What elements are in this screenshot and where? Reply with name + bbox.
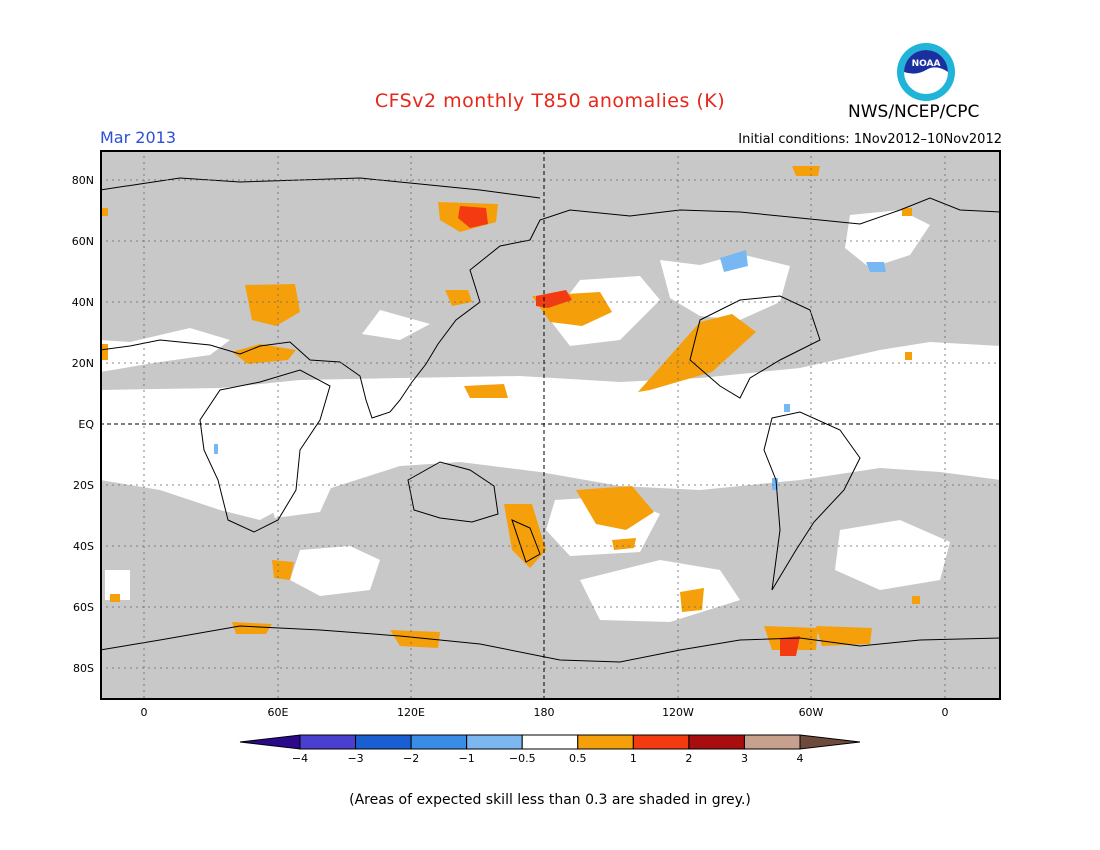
lon-label: 120E (397, 706, 425, 719)
skill-footnote: (Areas of expected skill less than 0.3 a… (349, 792, 751, 808)
lon-label: 60W (798, 706, 824, 719)
colorbar-cell (632, 734, 690, 750)
colorbar (239, 734, 861, 750)
colorbar-tick-label: 4 (796, 752, 804, 765)
forecast-month: Mar 2013 (100, 128, 176, 147)
colorbar-tick-label: −3 (347, 752, 364, 765)
initial-conditions: Initial conditions: 1Nov2012–10Nov2012 (738, 132, 1002, 147)
map-frame (100, 150, 1001, 700)
lat-label: 20S (73, 479, 94, 492)
colorbar-cell (688, 734, 745, 750)
logo-text: NOAA (912, 59, 941, 69)
colorbar-low-cap (239, 734, 301, 750)
colorbar-cell (577, 734, 634, 750)
colorbar-cell (743, 734, 801, 750)
anomaly-map (100, 150, 1001, 700)
colorbar-cell (521, 734, 579, 750)
colorbar-cell (466, 734, 523, 750)
lat-label: EQ (78, 418, 94, 431)
lon-label: 60E (267, 706, 289, 719)
coastlines (100, 177, 1001, 663)
colorbar-cells (239, 734, 861, 750)
lat-label: 40S (73, 540, 94, 553)
anomaly-0-5-to-1 (100, 166, 920, 650)
colorbar-tick-label: −0.5 (508, 752, 536, 765)
lat-label: 80S (73, 662, 94, 675)
agency-label: NWS/NCEP/CPC (848, 102, 980, 122)
colorbar-tick-label: −2 (403, 752, 420, 765)
colorbar-tick-label: −4 (291, 752, 309, 765)
lat-label: 80N (71, 174, 94, 187)
lon-label: 180 (533, 706, 555, 719)
chart-title: CFSv2 monthly T850 anomalies (K) (374, 90, 726, 112)
colorbar-tick-label: −1 (458, 752, 475, 765)
lon-label: 0 (140, 706, 148, 719)
lon-label: 0 (941, 706, 949, 719)
anomaly-1-to-2 (458, 206, 800, 656)
lat-label: 60N (71, 235, 94, 248)
colorbar-high-cap (799, 734, 861, 750)
colorbar-tick-label: 3 (740, 752, 748, 765)
colorbar-cell (410, 734, 468, 750)
colorbar-tick-label: 0.5 (569, 752, 587, 765)
lat-label: 40N (71, 296, 94, 309)
lon-label: 120W (662, 706, 694, 719)
noaa-logo: NOAA (897, 43, 955, 101)
colorbar-tick-label: 2 (685, 752, 693, 765)
lat-label: 20N (71, 357, 94, 370)
colorbar-cell (299, 734, 357, 750)
colorbar-cell (355, 734, 412, 750)
colorbar-tick-label: 1 (629, 752, 637, 765)
lat-label: 60S (73, 601, 94, 614)
grid-lines (100, 150, 1001, 700)
